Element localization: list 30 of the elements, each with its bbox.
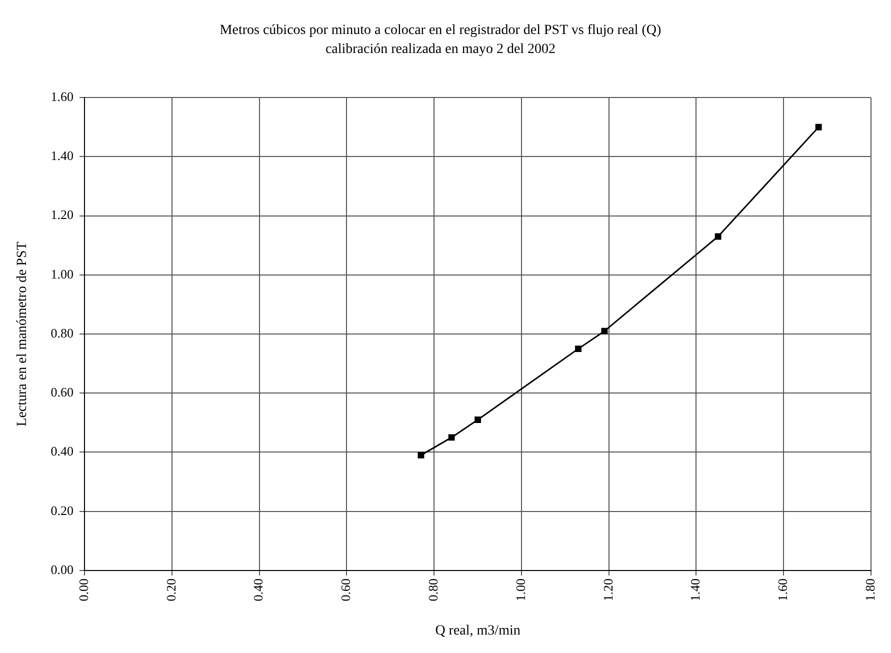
x-tick-label: 0.60 [338, 578, 354, 602]
chart-subtitle: calibración realizada en mayo 2 del 2002 [325, 42, 556, 57]
y-tick-label: 0.20 [50, 502, 74, 518]
y-tick-label: 1.00 [50, 266, 74, 282]
point [575, 346, 582, 352]
y-tick-label: 1.60 [50, 89, 74, 104]
x-tick-label: 0.40 [250, 578, 266, 602]
y-tick-label: 1.20 [50, 207, 74, 222]
y-tick-label: 0.60 [50, 384, 74, 400]
x-axis-title: Q real, m3/min [435, 623, 520, 638]
point [474, 416, 481, 423]
x-tick-label: 1.20 [600, 578, 616, 602]
chart-title: Metros cúbicos por minuto a colocar en el registrador del PST vs flujo real (Q) [220, 23, 662, 38]
x-tick-label: 0.20 [163, 578, 178, 602]
point [815, 124, 822, 130]
y-tick-label: 0.00 [50, 562, 74, 577]
x-tick-label: 1.40 [688, 578, 703, 602]
y-tick-label: 0.80 [50, 325, 74, 340]
point [418, 452, 424, 458]
y-tick-label: 1.40 [50, 148, 74, 164]
y-tick-label: 0.40 [50, 444, 74, 459]
x-tick-label: 0.80 [426, 578, 441, 602]
x-tick-label: 1.00 [512, 578, 528, 602]
x-tick-label: 1.80 [862, 578, 878, 602]
x-tick-label: 0.00 [76, 578, 91, 602]
point [601, 328, 608, 334]
point [714, 233, 722, 240]
point [448, 434, 455, 441]
y-axis-title: Lectura en el manómetro de PST [15, 241, 30, 426]
x-tick-label: 1.60 [775, 578, 790, 602]
